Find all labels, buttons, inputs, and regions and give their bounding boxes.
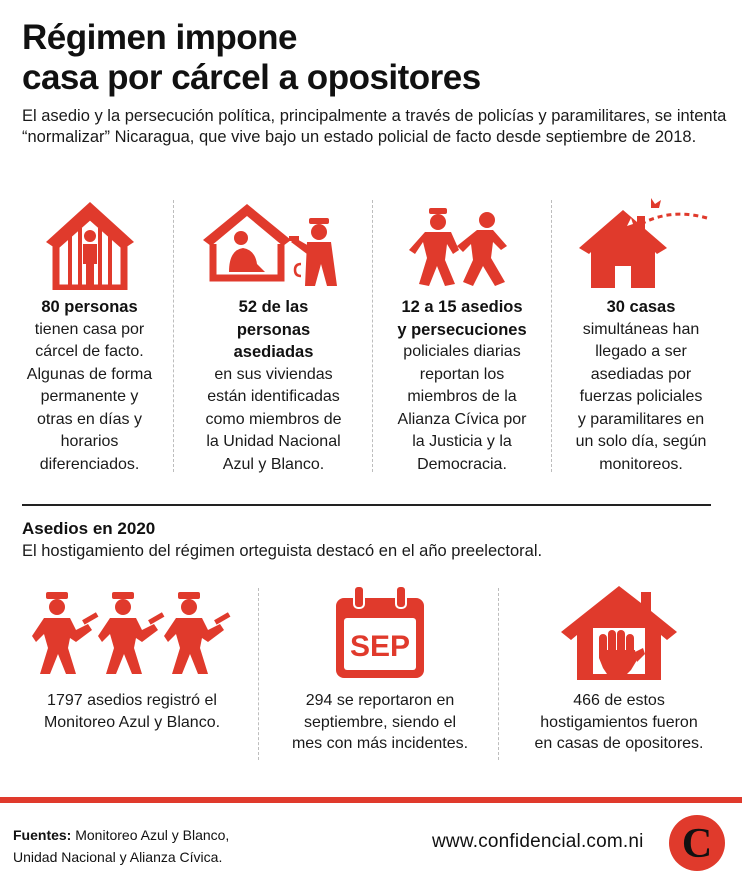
- column-divider: [173, 200, 174, 472]
- calendar-sep-icon: SEP: [270, 582, 490, 682]
- stat-highlight: y persecuciones: [397, 320, 527, 339]
- stat-line: en casas de opositores.: [534, 735, 704, 752]
- house-police-icon: [186, 196, 361, 290]
- column-divider: [551, 200, 552, 472]
- stat-line: un solo día, según: [575, 433, 707, 450]
- stat-highlight: 30 casas: [606, 298, 676, 316]
- armed-officers-icon: [14, 582, 250, 682]
- stat-line: llegado a ser: [595, 343, 687, 360]
- stat-line: asediadas por: [590, 365, 692, 383]
- stat-line: la Justicia y la: [412, 433, 512, 450]
- section-title: Asedios en 2020: [22, 519, 156, 538]
- stat-line: cárcel de facto.: [35, 343, 144, 360]
- sources: Fuentes: Monitoreo Azul y Blanco, Unidad…: [13, 824, 229, 868]
- stat-highlight: 12 a 15 asedios: [401, 298, 523, 316]
- calendar-label: SEP: [350, 630, 410, 663]
- stat-line: horarios: [60, 433, 119, 450]
- stat-line: Algunas de forma: [26, 365, 153, 383]
- stat-highlight: personas: [236, 320, 311, 339]
- stat-line: hostigamientos fueron: [540, 713, 698, 731]
- stat-line: fuerzas policiales: [579, 388, 703, 405]
- stat-september: SEP 294 se reportaron en septiembre, sie…: [270, 582, 490, 755]
- column-divider: [498, 588, 499, 760]
- title-line-1: Régimen impone: [22, 18, 297, 57]
- stat-highlight: 52 de las: [238, 298, 309, 316]
- stat-daily-harassment: 12 a 15 asedios y persecuciones policial…: [378, 196, 546, 486]
- house-jail-icon: [12, 196, 167, 290]
- stat-line: simultáneas han: [582, 320, 700, 338]
- stat-line: otras en días y: [37, 410, 142, 428]
- stat-highlight: asediadas: [233, 343, 314, 361]
- stat-line: tienen casa por: [34, 320, 145, 338]
- stat-line: Monitoreo Azul y Blanco.: [43, 713, 221, 731]
- stat-simultaneous-houses: 30 casas simultáneas han llegado a ser a…: [556, 196, 726, 486]
- stat-highlight: 80 personas: [41, 298, 138, 316]
- sources-label: Fuentes:: [13, 827, 72, 843]
- stat-total-harassments: 1797 asedios registró el Monitoreo Azul …: [14, 582, 250, 733]
- stat-line: permanente y: [40, 388, 139, 405]
- footer-bar: [0, 797, 742, 803]
- confidencial-logo: C: [667, 813, 727, 878]
- stat-line: mes con más incidentes.: [291, 735, 469, 752]
- intro-text: El asedio y la persecución política, pri…: [22, 107, 727, 146]
- stat-line: en sus viviendas: [214, 365, 333, 383]
- logo-letter: C: [682, 821, 712, 867]
- stat-line: monitoreos.: [599, 455, 683, 473]
- stat-line: están identificadas: [207, 388, 340, 405]
- stat-opposition-homes: 466 de estos hostigamientos fueron en ca…: [508, 582, 730, 755]
- stat-line: 466 de estos: [573, 692, 665, 709]
- stat-line: y paramilitares en: [577, 410, 705, 428]
- title-line-2: casa por cárcel a opositores: [22, 58, 481, 97]
- stat-line: septiembre, siendo el: [303, 713, 457, 731]
- stat-house-arrest: 80 personas tienen casa por cárcel de fa…: [12, 196, 167, 486]
- stat-line: Azul y Blanco.: [222, 455, 325, 473]
- stat-line: reportan los: [419, 365, 505, 383]
- stat-line: policiales diarias: [403, 343, 521, 360]
- column-divider: [258, 588, 259, 760]
- page-title: Régimen impone casa por cárcel a oposito…: [22, 18, 722, 98]
- stat-line: 1797 asedios registró el: [47, 692, 217, 709]
- house-fist-icon: [508, 582, 730, 682]
- police-chase-icon: [378, 196, 546, 290]
- stat-line: la Unidad Nacional: [206, 433, 341, 450]
- stat-line: diferenciados.: [39, 455, 140, 473]
- stat-line: miembros de la: [407, 388, 517, 405]
- stat-blue-white-unit: 52 de las personas asediadas en sus vivi…: [186, 196, 361, 486]
- stat-line: Alianza Cívica por: [397, 410, 527, 428]
- section-divider: [22, 504, 711, 506]
- section-subtitle: El hostigamiento del régimen orteguista …: [22, 542, 543, 560]
- sources-text: Monitoreo Azul y Blanco,: [71, 827, 230, 843]
- stat-line: como miembros de: [205, 410, 342, 428]
- column-divider: [372, 200, 373, 472]
- sources-text: Unidad Nacional y Alianza Cívica.: [13, 849, 223, 865]
- house-shot-icon: [556, 196, 726, 290]
- stat-line: Democracia.: [417, 455, 507, 473]
- website-link[interactable]: www.confidencial.com.ni: [432, 831, 644, 852]
- stat-line: 294 se reportaron en: [305, 692, 455, 709]
